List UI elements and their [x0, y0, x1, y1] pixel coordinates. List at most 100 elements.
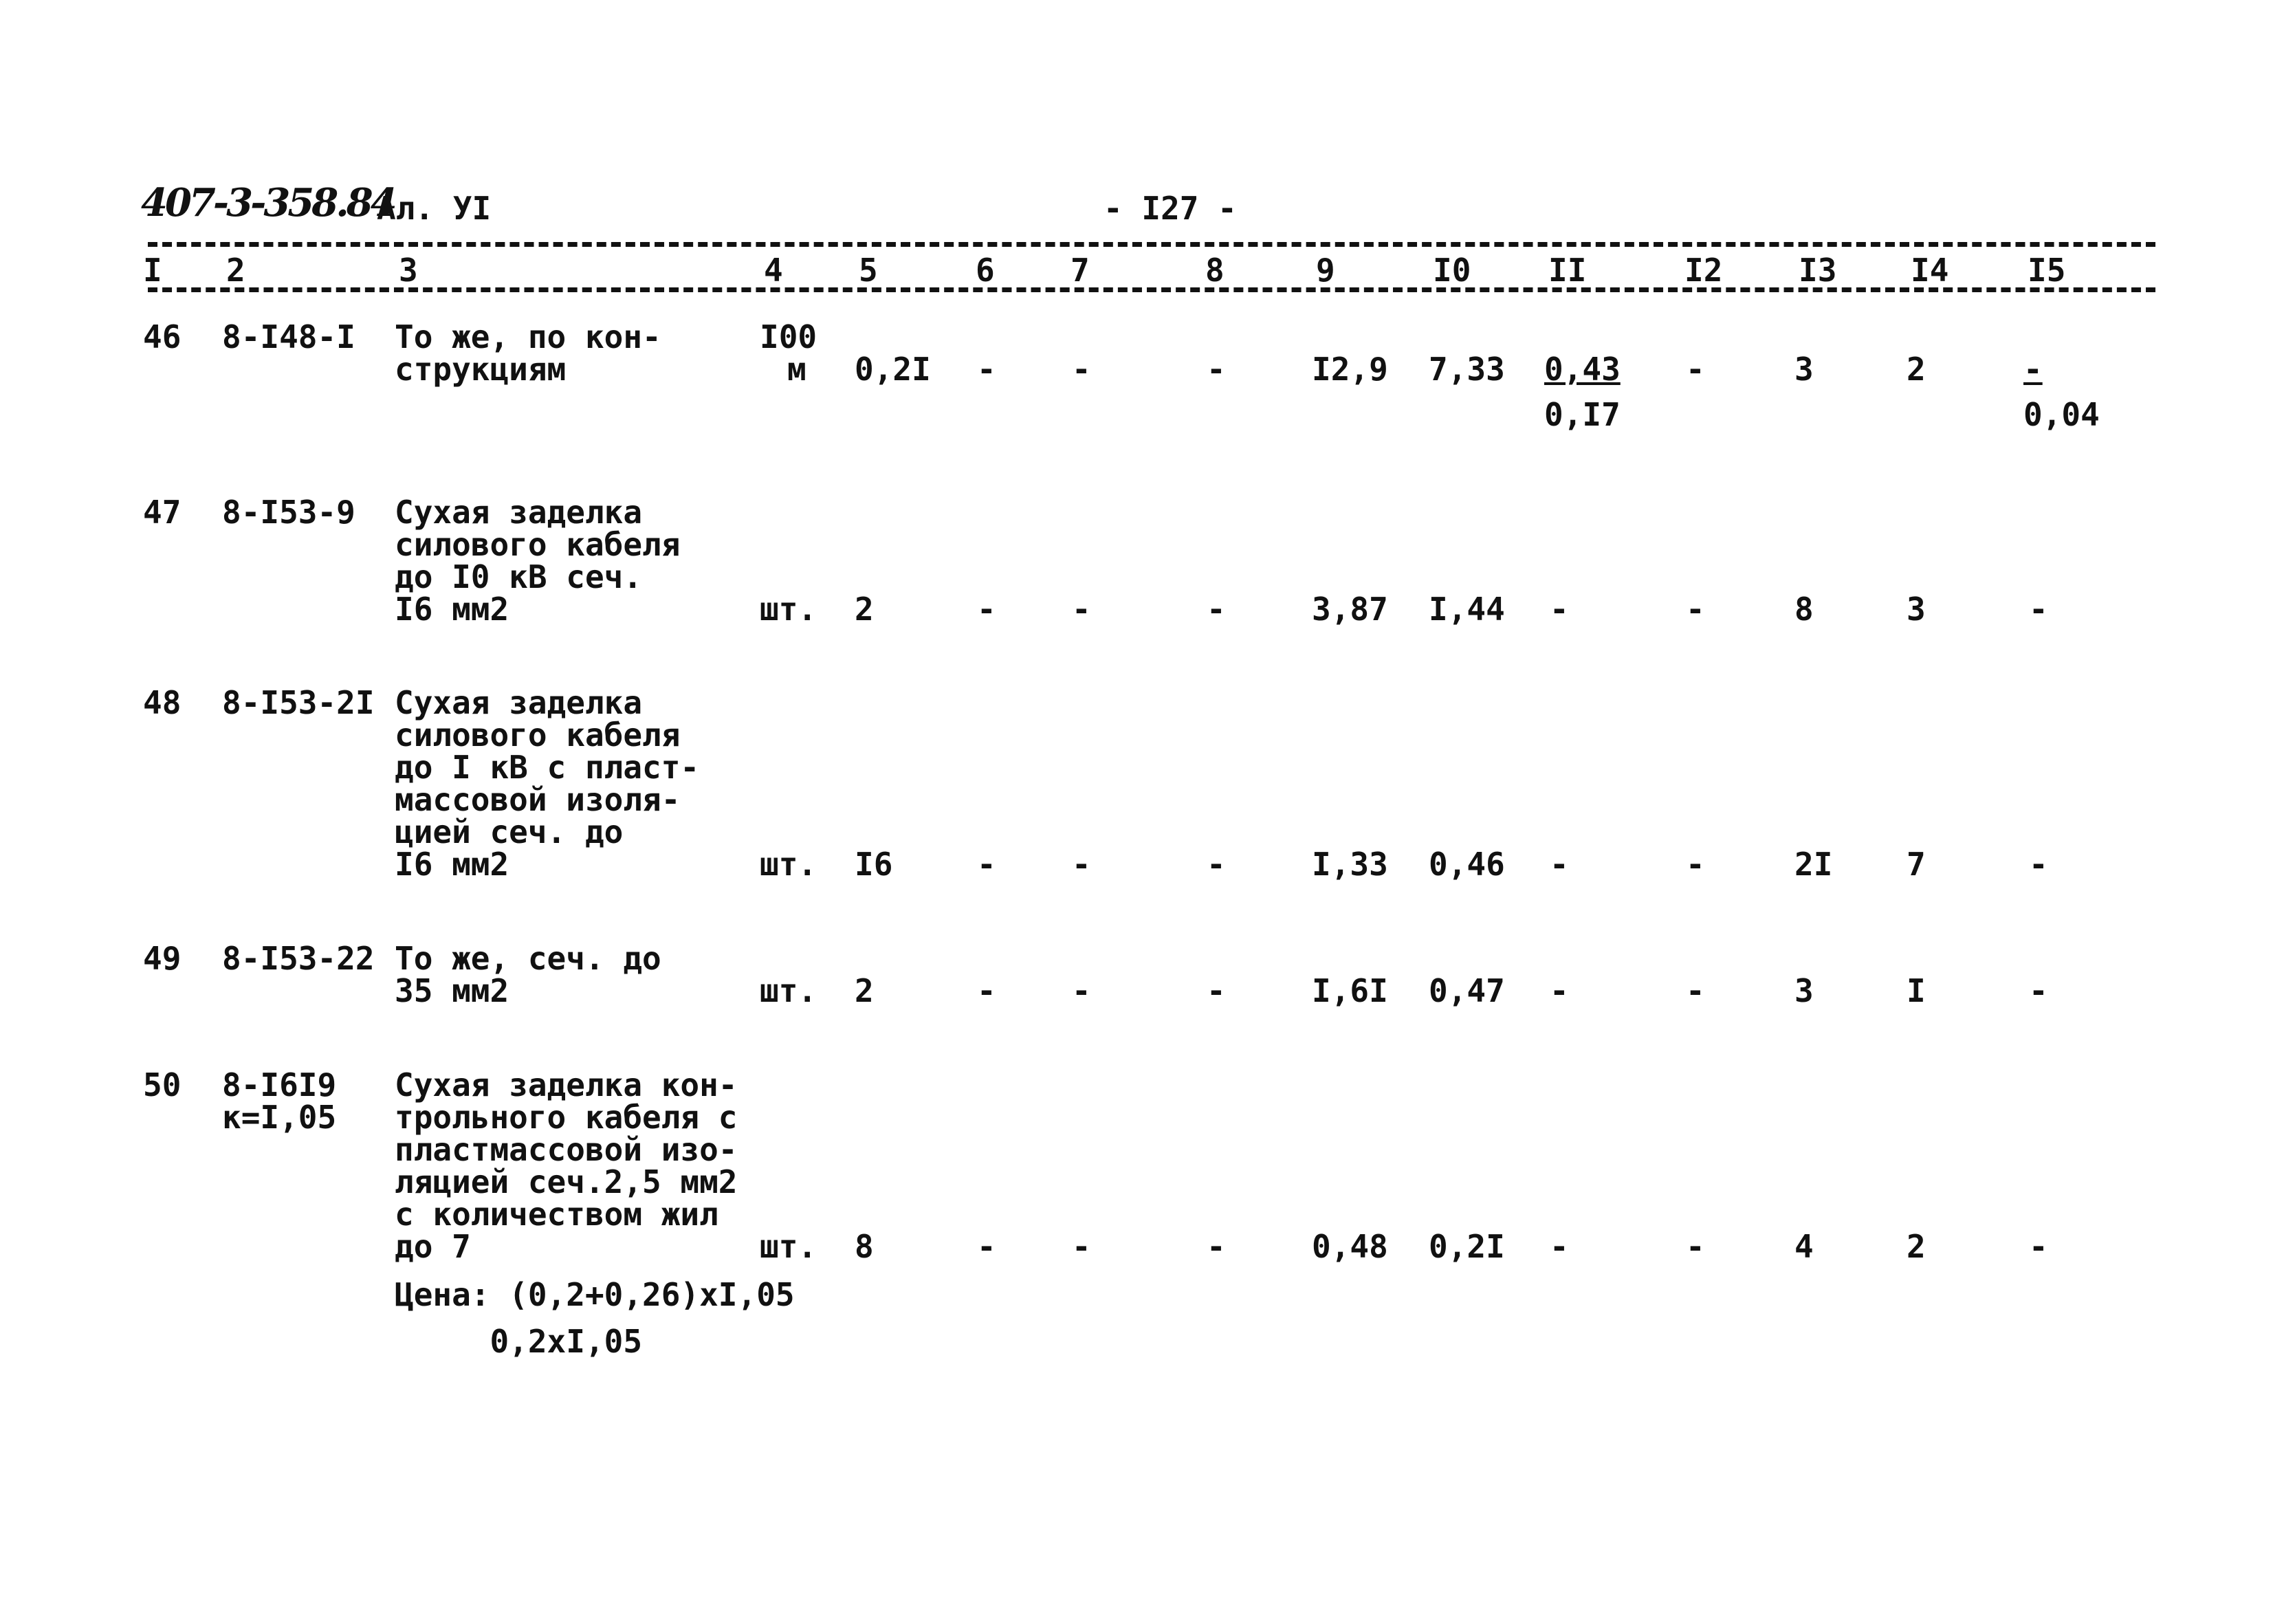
row-description-line: массовой изоля-: [395, 781, 681, 818]
col8-value: -: [1207, 846, 1226, 883]
col11-numerator: 0,43: [1544, 351, 1621, 388]
row-description-line: струкциям: [395, 351, 567, 388]
column-header-10: I0: [1433, 252, 1471, 289]
col9-value: I2,9: [1312, 351, 1388, 388]
col9-value: I,6I: [1312, 972, 1388, 1009]
col15-value: -: [2029, 591, 2048, 628]
col15-denominator: 0,04: [2023, 396, 2100, 433]
col11-value: -: [1550, 1228, 1569, 1265]
row-description-line: Сухая заделка: [395, 684, 643, 721]
col5-value: 8: [855, 1228, 874, 1265]
divider-header: [148, 287, 2155, 292]
row-unit: шт.: [760, 972, 817, 1009]
col10-value: 7,33: [1429, 351, 1505, 388]
col7-value: -: [1072, 846, 1091, 883]
col5-value: I6: [855, 846, 893, 883]
row-code: 8-I6I9: [222, 1066, 337, 1104]
column-header-13: I3: [1799, 252, 1837, 289]
col13-value: 8: [1794, 591, 1814, 628]
col15-value: -: [2029, 1228, 2048, 1265]
col14-value: 2: [1907, 351, 1926, 388]
col14-value: 3: [1907, 591, 1926, 628]
col8-value: -: [1207, 351, 1226, 388]
col8-value: -: [1207, 1228, 1226, 1265]
col5-value: 2: [855, 972, 874, 1009]
column-header-15: I5: [2028, 252, 2066, 289]
row-number: 46: [143, 318, 182, 355]
row-description-line: силового кабеля: [395, 716, 681, 754]
row-description-line: То же, по кон-: [395, 318, 661, 355]
col6-value: -: [977, 1228, 996, 1265]
col11-value: -: [1550, 972, 1569, 1009]
col15-value: -: [2029, 846, 2048, 883]
col8-value: -: [1207, 591, 1226, 628]
col11-value: -: [1550, 846, 1569, 883]
row-description-line: трольного кабеля с: [395, 1099, 738, 1136]
doc-code-handwritten: 407-3-358.84: [141, 180, 397, 226]
row-description-line: пластмассовой изо-: [395, 1131, 738, 1168]
col12-value: -: [1686, 846, 1705, 883]
row-description-line: I6 мм2: [395, 846, 509, 883]
row-description-line: 35 мм2: [395, 972, 509, 1009]
row-code: 8-I48-I: [222, 318, 355, 355]
row-code: к=I,05: [222, 1099, 337, 1136]
col15-value: -: [2029, 972, 2048, 1009]
row-unit: шт.: [760, 591, 817, 628]
column-header-9: 9: [1316, 252, 1335, 289]
column-header-3: 3: [399, 252, 418, 289]
col6-value: -: [977, 351, 996, 388]
col9-value: 3,87: [1312, 591, 1388, 628]
col10-value: 0,2I: [1429, 1228, 1505, 1265]
row-code: 8-I53-22: [222, 940, 375, 977]
col7-value: -: [1072, 591, 1091, 628]
col11-denominator: 0,I7: [1544, 396, 1621, 433]
row-description-line: цией сеч. до: [395, 813, 624, 851]
col12-value: -: [1686, 972, 1705, 1009]
row-unit: I00: [760, 318, 817, 355]
col6-value: -: [977, 972, 996, 1009]
row-description-line: до 7: [395, 1228, 471, 1265]
col5-value: 0,2I: [855, 351, 931, 388]
col11-value: -: [1550, 591, 1569, 628]
column-header-7: 7: [1070, 252, 1090, 289]
col7-value: -: [1072, 351, 1091, 388]
column-header-1: I: [143, 252, 162, 289]
column-header-6: 6: [976, 252, 995, 289]
row-unit: шт.: [760, 846, 817, 883]
album-label: Ал. УI: [377, 190, 492, 227]
col9-value: I,33: [1312, 846, 1388, 883]
col10-value: 0,46: [1429, 846, 1505, 883]
page-number: - I27 -: [1103, 190, 1237, 227]
col15-numerator: -: [2023, 351, 2043, 388]
col5-value: 2: [855, 591, 874, 628]
row-number: 47: [143, 494, 182, 531]
row-number: 50: [143, 1066, 182, 1104]
col13-value: 3: [1794, 351, 1814, 388]
row-description-line: до I кВ с пласт-: [395, 749, 700, 786]
price-note: 0,2xI,05: [395, 1323, 643, 1360]
col13-value: 3: [1794, 972, 1814, 1009]
col6-value: -: [977, 591, 996, 628]
col10-value: I,44: [1429, 591, 1505, 628]
row-description-line: Сухая заделка: [395, 494, 643, 531]
col12-value: -: [1686, 1228, 1705, 1265]
row-description-line: с количеством жил: [395, 1196, 718, 1233]
col8-value: -: [1207, 972, 1226, 1009]
col9-value: 0,48: [1312, 1228, 1388, 1265]
row-unit: м: [787, 351, 806, 388]
col14-value: I: [1907, 972, 1926, 1009]
col6-value: -: [977, 846, 996, 883]
column-header-4: 4: [764, 252, 783, 289]
row-code: 8-I53-9: [222, 494, 355, 531]
col14-value: 2: [1907, 1228, 1926, 1265]
column-header-14: I4: [1911, 252, 1949, 289]
row-number: 48: [143, 684, 182, 721]
col10-value: 0,47: [1429, 972, 1505, 1009]
column-header-8: 8: [1205, 252, 1225, 289]
col13-value: 4: [1794, 1228, 1814, 1265]
col12-value: -: [1686, 591, 1705, 628]
row-code: 8-I53-2I: [222, 684, 375, 721]
row-description-line: Сухая заделка кон-: [395, 1066, 738, 1104]
column-header-11: II: [1548, 252, 1587, 289]
col7-value: -: [1072, 972, 1091, 1009]
